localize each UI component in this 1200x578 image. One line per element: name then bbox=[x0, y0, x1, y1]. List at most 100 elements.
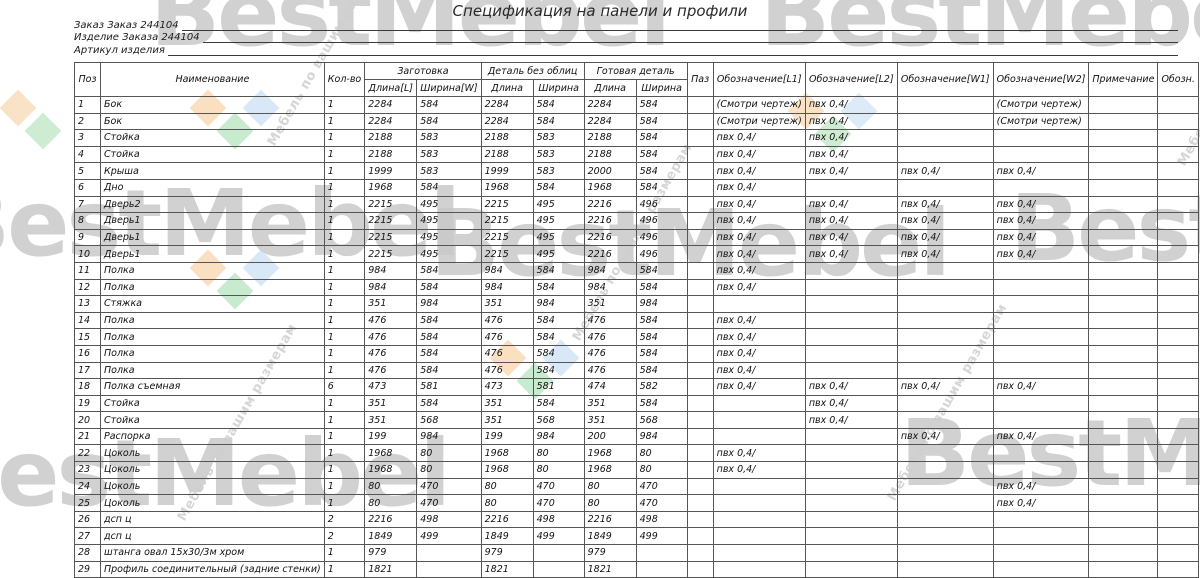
cell-obozn bbox=[1157, 461, 1199, 479]
header-field-article-rule bbox=[167, 45, 1178, 56]
cell-got-shirina: 496 bbox=[635, 195, 688, 214]
cell-kolvo: 6 bbox=[323, 378, 366, 396]
cell-oboz-l1: пвх 0,4/ bbox=[712, 145, 806, 164]
cell-det-dlina: 2215 bbox=[480, 245, 534, 263]
cell-got-dlina: 2216 bbox=[583, 195, 637, 214]
cell-got-shirina: 584 bbox=[635, 96, 688, 114]
cell-obozn bbox=[1157, 527, 1199, 546]
cell-paz bbox=[686, 477, 714, 496]
cell-poz: 26 bbox=[74, 510, 101, 529]
header-fields: Заказ Заказ 244104 Изделие Заказа 244104… bbox=[74, 18, 1178, 56]
cell-obozn bbox=[1157, 361, 1199, 380]
cell-oboz-w1 bbox=[896, 544, 994, 562]
cell-det-shirina bbox=[532, 560, 585, 578]
cell-oboz-w1 bbox=[896, 444, 994, 463]
cell-zag-shirina: 584 bbox=[416, 112, 482, 131]
cell-oboz-l1: пвх 0,4/ bbox=[712, 444, 806, 463]
cell-obozn bbox=[1157, 427, 1199, 446]
cell-kolvo: 1 bbox=[323, 394, 366, 413]
cell-det-dlina: 1968 bbox=[480, 461, 534, 479]
cell-poz: 2 bbox=[74, 112, 101, 131]
cell-det-dlina: 2188 bbox=[480, 145, 534, 164]
cell-zag-dlina: 80 bbox=[364, 494, 418, 512]
cell-oboz-w2: пвх 0,4/ bbox=[992, 427, 1090, 446]
cell-det-dlina: 979 bbox=[480, 544, 534, 562]
cell-primechanie bbox=[1088, 162, 1159, 180]
table-row: 5 Крыша 1 1999 583 1999 583 2000 584 пвх 0,4/пвх … bbox=[74, 162, 1199, 180]
cell-zag-shirina: 495 bbox=[416, 195, 482, 214]
cell-oboz-w2: пвх 0,4/ bbox=[992, 477, 1090, 496]
cell-zag-shirina: 495 bbox=[416, 228, 482, 247]
cell-det-dlina: 1968 bbox=[480, 178, 534, 197]
cell-kolvo: 1 bbox=[323, 129, 366, 147]
cell-oboz-w2: (Смотри чертеж) bbox=[992, 96, 1090, 114]
cell-det-dlina: 2215 bbox=[480, 195, 534, 214]
cell-poz: 28 bbox=[74, 544, 101, 562]
cell-got-dlina: 1821 bbox=[583, 560, 637, 578]
cell-zag-dlina: 2215 bbox=[364, 212, 418, 230]
cell-det-dlina: 1999 bbox=[480, 162, 534, 180]
cell-oboz-w1 bbox=[896, 477, 994, 496]
cell-oboz-l1: пвх 0,4/ bbox=[712, 278, 806, 297]
cell-zag-dlina: 1968 bbox=[364, 461, 418, 479]
cell-oboz-l1: пвх 0,4/ bbox=[712, 361, 806, 380]
cell-oboz-l2: пвх 0,4/ bbox=[804, 162, 898, 180]
cell-oboz-w1 bbox=[896, 361, 994, 380]
cell-oboz-l2 bbox=[804, 444, 898, 463]
cell-poz: 29 bbox=[74, 560, 101, 578]
table-row: 26 дсп ц 2 2216 498 2216 498 2216 498 bbox=[74, 510, 1199, 529]
table-row: 10 Дверь1 1 2215 495 2215 495 2216 496 пвх 0,4/пв… bbox=[74, 245, 1199, 263]
cell-det-dlina: 476 bbox=[480, 311, 534, 330]
table-row: 15 Полка 1 476 584 476 584 476 584 пвх 0,4/ bbox=[74, 328, 1199, 346]
cell-paz bbox=[686, 494, 714, 512]
table-row: 3 Стойка 1 2188 583 2188 583 2188 584 пвх 0,4/пвх… bbox=[74, 129, 1199, 147]
cell-got-shirina: 584 bbox=[635, 261, 688, 280]
cell-zag-dlina: 476 bbox=[364, 328, 418, 346]
cell-primechanie bbox=[1088, 494, 1159, 512]
cell-det-shirina: 583 bbox=[532, 162, 585, 180]
cell-oboz-w2 bbox=[992, 344, 1090, 363]
cell-got-shirina: 80 bbox=[635, 444, 688, 463]
cell-oboz-w1: пвх 0,4/ bbox=[896, 427, 994, 446]
cell-det-dlina: 1968 bbox=[480, 444, 534, 463]
cell-zag-shirina: 568 bbox=[416, 411, 482, 429]
cell-zag-dlina: 199 bbox=[364, 427, 418, 446]
page-title: Спецификация на панели и профили bbox=[452, 2, 748, 20]
cell-zag-shirina: 584 bbox=[416, 261, 482, 280]
cell-poz: 4 bbox=[74, 145, 101, 164]
cell-det-dlina: 2188 bbox=[480, 129, 534, 147]
col-header-oboz-l2: Обозначение[L2] bbox=[804, 62, 898, 97]
cell-oboz-l1 bbox=[712, 427, 806, 446]
cell-oboz-l1: (Смотри чертеж) bbox=[712, 96, 806, 114]
cell-primechanie bbox=[1088, 527, 1159, 546]
cell-obozn bbox=[1157, 328, 1199, 346]
cell-got-shirina: 496 bbox=[635, 228, 688, 247]
cell-zag-dlina: 2215 bbox=[364, 245, 418, 263]
cell-zag-shirina: 495 bbox=[416, 245, 482, 263]
cell-got-shirina: 584 bbox=[635, 328, 688, 346]
cell-obozn bbox=[1157, 344, 1199, 363]
cell-got-dlina: 2216 bbox=[583, 228, 637, 247]
cell-kolvo: 1 bbox=[323, 278, 366, 297]
cell-naimenovanie: Распорка bbox=[100, 427, 325, 446]
cell-oboz-w1 bbox=[896, 328, 994, 346]
cell-oboz-l1: пвх 0,4/ bbox=[712, 195, 806, 214]
cell-got-dlina: 984 bbox=[583, 278, 637, 297]
cell-naimenovanie: Стяжка bbox=[100, 295, 325, 313]
cell-kolvo: 1 bbox=[323, 245, 366, 263]
cell-oboz-w2 bbox=[992, 278, 1090, 297]
cell-zag-dlina: 979 bbox=[364, 544, 418, 562]
cell-oboz-l2 bbox=[804, 344, 898, 363]
cell-paz bbox=[686, 394, 714, 413]
cell-det-dlina: 351 bbox=[480, 394, 534, 413]
cell-kolvo: 1 bbox=[323, 560, 366, 578]
cell-kolvo: 1 bbox=[323, 444, 366, 463]
cell-naimenovanie: Дно bbox=[100, 178, 325, 197]
table-row: 29 Профиль соединительный (задние стенки)… bbox=[74, 560, 1199, 578]
cell-primechanie bbox=[1088, 261, 1159, 280]
cell-obozn bbox=[1157, 145, 1199, 164]
cell-got-shirina: 496 bbox=[635, 245, 688, 263]
cell-oboz-w2 bbox=[992, 311, 1090, 330]
cell-poz: 17 bbox=[74, 361, 101, 380]
cell-oboz-w2 bbox=[992, 527, 1090, 546]
